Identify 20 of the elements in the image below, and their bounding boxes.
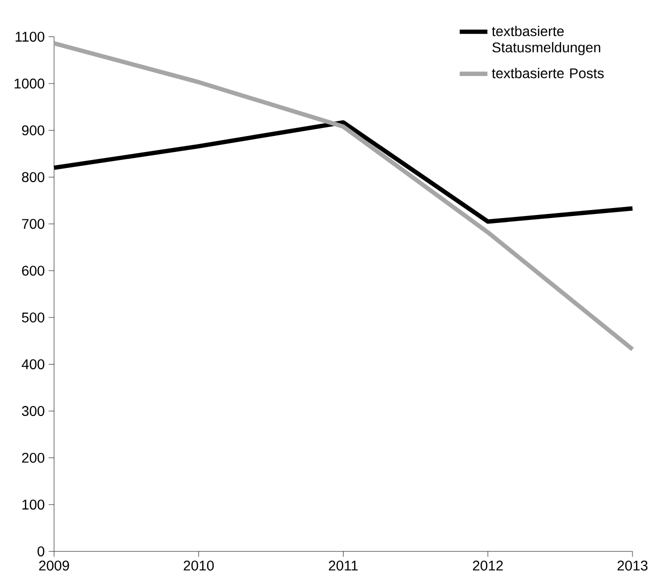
- y-tick-label: 300: [22, 406, 44, 416]
- y-tick-label: 900: [22, 125, 44, 136]
- y-tick-label: 700: [22, 218, 44, 229]
- y-tick-label: 800: [22, 172, 44, 182]
- y-tick-label: 500: [22, 312, 44, 322]
- legend-label: textbasierte Posts: [492, 68, 604, 78]
- x-tick-label: 2010: [184, 560, 214, 570]
- x-tick-label: 2013: [618, 560, 648, 570]
- y-tick-label: 200: [22, 452, 44, 463]
- y-tick-label: 1000: [14, 78, 44, 88]
- x-tick-label: 2012: [472, 560, 503, 570]
- y-tick-label: 1100: [16, 32, 44, 42]
- y-tick-label: 400: [22, 359, 44, 370]
- y-tick-label: 0: [38, 546, 44, 556]
- y-tick-label: 100: [22, 500, 44, 510]
- x-tick-label: 2011: [328, 560, 358, 570]
- y-tick-label: 600: [22, 266, 44, 276]
- legend-label: textbasierte Statusmeldungen: [492, 26, 600, 56]
- x-tick-label: 2009: [39, 560, 70, 570]
- line-series: [52, 41, 635, 352]
